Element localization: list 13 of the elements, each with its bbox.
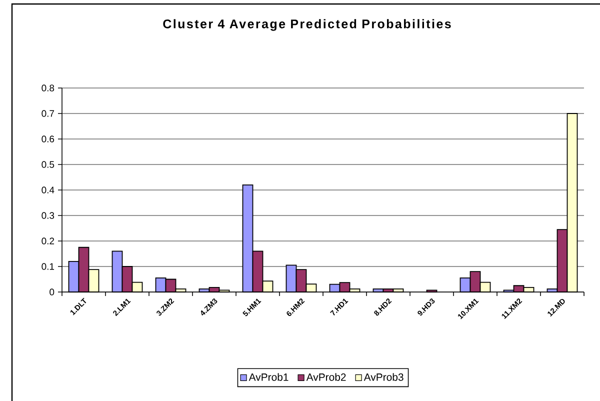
legend-label: AvProb2 [306, 373, 346, 381]
y-tick-label: 0.8 [42, 84, 54, 92]
y-tick-label: 0.2 [42, 238, 54, 244]
y-tick-label: 0.1 [42, 263, 54, 270]
y-tick-label: 0 [50, 288, 54, 296]
y-tick-label: 0.6 [42, 136, 54, 142]
y-tick-label: 0.5 [42, 161, 54, 168]
y-tick-label: 0.3 [42, 212, 54, 219]
legend-label: AvProb1 [248, 373, 288, 381]
y-tick-label: 0.4 [42, 186, 54, 194]
y-tick-label: 0.7 [42, 110, 54, 117]
chart-title: Cluster 4 Average Predicted Probabilities [163, 19, 451, 31]
legend-label: AvProb3 [364, 373, 404, 381]
